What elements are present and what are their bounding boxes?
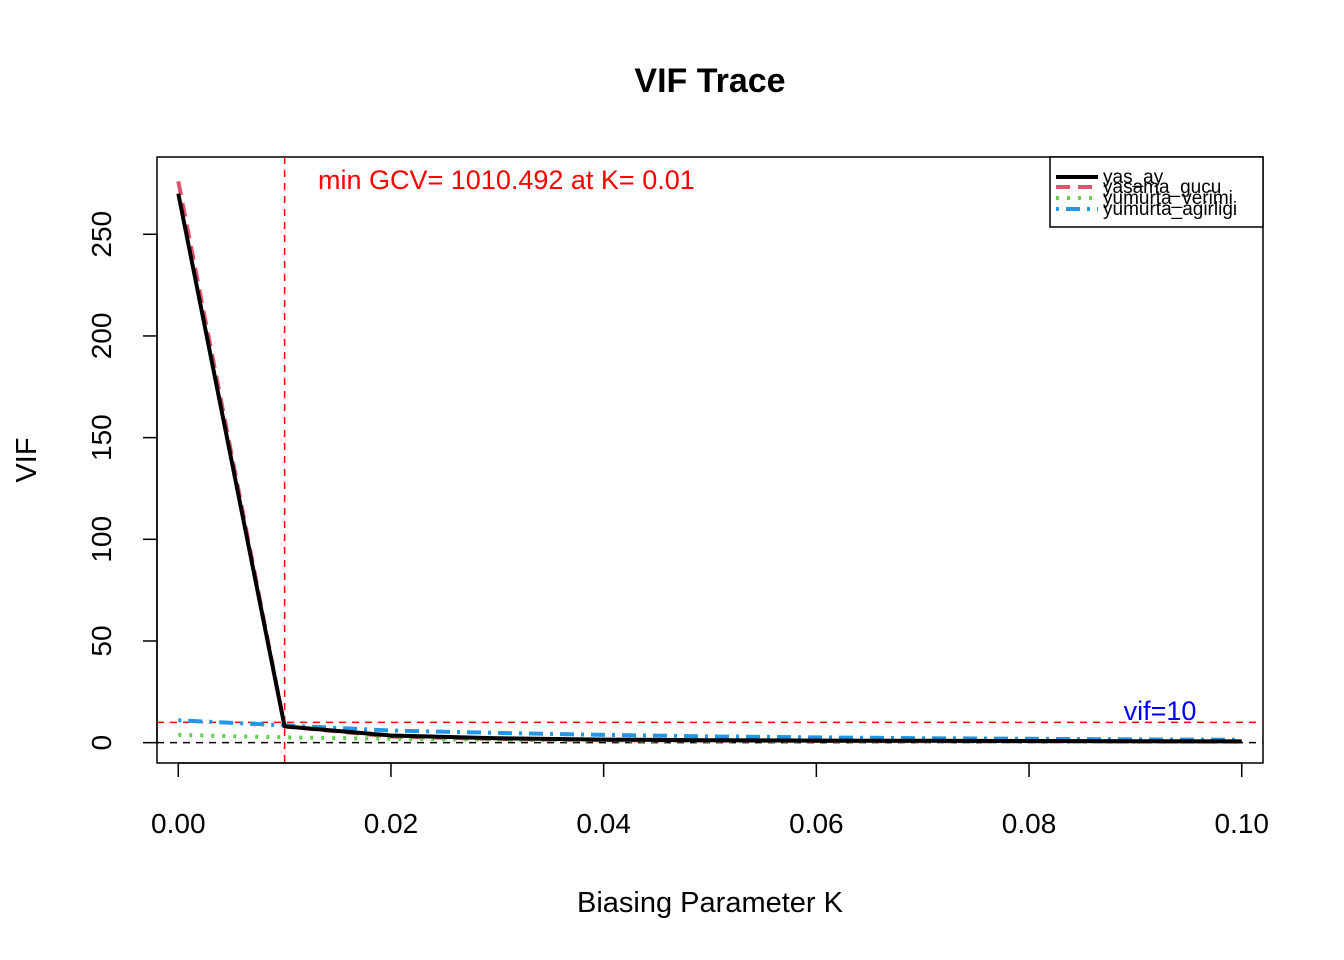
plot-frame — [156, 156, 1264, 764]
x-tick-label: 0.04 — [576, 808, 631, 839]
x-tick-label: 0.00 — [151, 808, 206, 839]
y-axis: 0 50 100 150 200 250 — [86, 211, 158, 751]
x-axis: 0.00 0.02 0.04 0.06 0.08 0.10 — [151, 762, 1269, 839]
series-line-yumurta-verimi — [178, 732, 1242, 744]
series-line-yas-ay — [176, 193, 1242, 744]
y-tick-label: 100 — [86, 516, 117, 563]
reference-lines — [157, 157, 1263, 763]
min-gcv-annotation: min GCV= 1010.492 at K= 0.01 — [318, 165, 695, 195]
y-axis-label: VIF — [11, 437, 43, 482]
y-tick-label: 150 — [86, 414, 117, 461]
legend-label: yumurta_agirligi — [1103, 199, 1237, 220]
y-tick-label: 250 — [86, 211, 117, 258]
vif-threshold-annotation: vif=10 — [1124, 696, 1197, 726]
legend-label: yasama_gucu — [1103, 177, 1221, 198]
chart-title: VIF Trace — [634, 62, 785, 100]
x-tick-label: 0.06 — [789, 808, 844, 839]
x-tick-label: 0.08 — [1002, 808, 1057, 839]
y-tick-label: 50 — [86, 625, 117, 656]
x-axis-label: Biasing Parameter K — [577, 887, 844, 919]
legend-label: yas_ay — [1103, 167, 1164, 188]
legend: yas_ayyasama_gucuyumurta_verimiyumurta_a… — [1049, 156, 1264, 228]
legend-box — [1049, 156, 1264, 228]
x-tick-label: 0.10 — [1214, 808, 1269, 839]
series-line-yumurta-agirligi — [178, 718, 1242, 742]
series-lines — [176, 181, 1242, 744]
y-tick-label: 0 — [86, 735, 117, 751]
series-line-yasama-gucu — [176, 181, 1242, 744]
legend-label: yumurta_verimi — [1103, 188, 1233, 209]
x-tick-label: 0.02 — [364, 808, 419, 839]
y-tick-label: 200 — [86, 313, 117, 360]
